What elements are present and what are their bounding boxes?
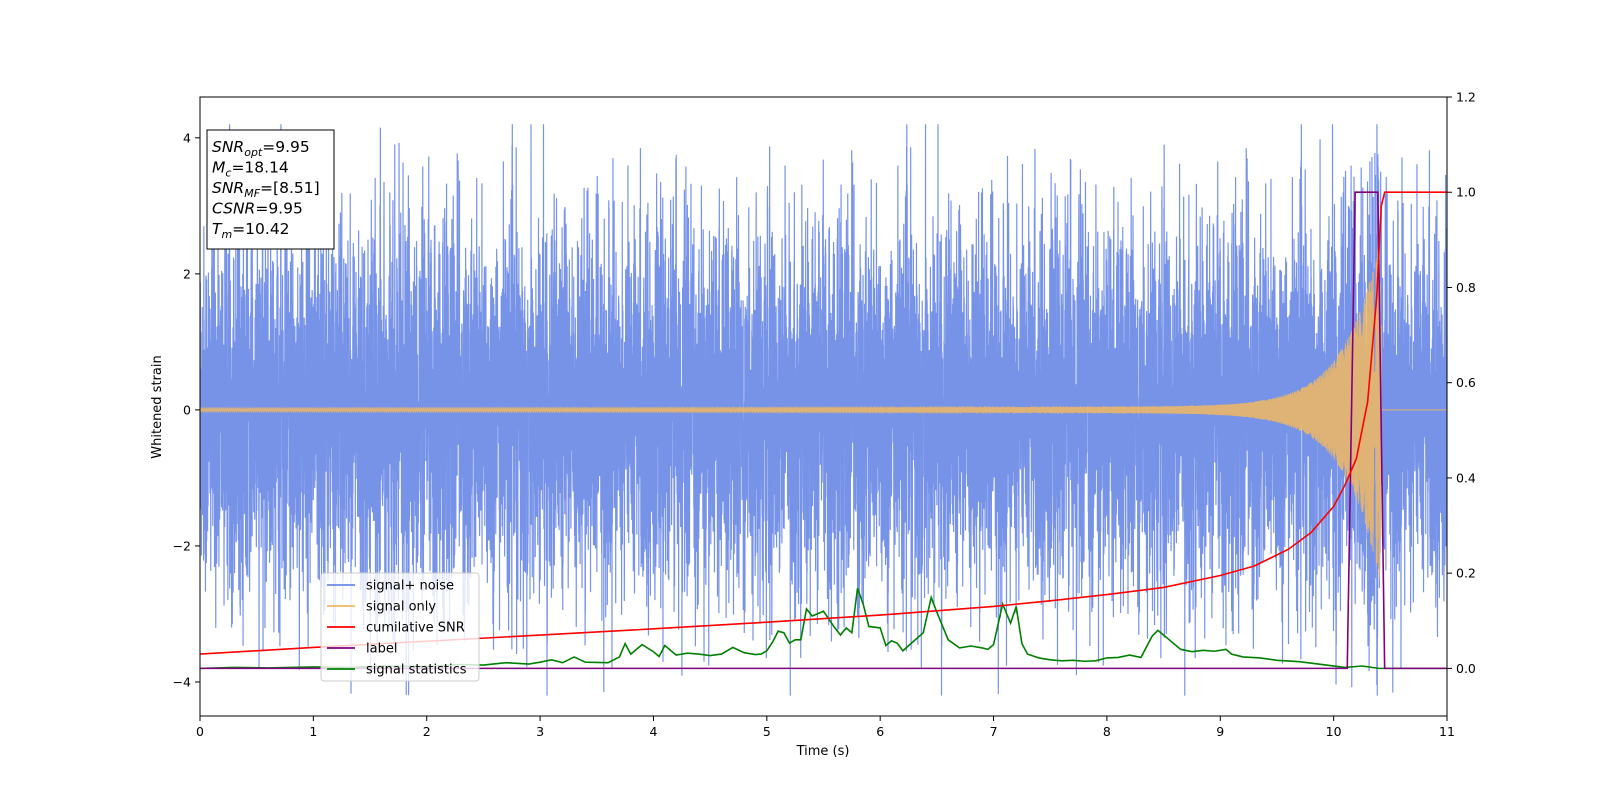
y-tick-label: −2 [173, 538, 191, 553]
plot-area [200, 124, 1447, 696]
series-cumilative-snr [200, 191, 1447, 655]
y-axis-right: 0.0 0.2 0.4 0.6 0.8 1.0 1.2 [1447, 90, 1476, 676]
x-tick-label: 2 [423, 724, 431, 739]
series-signal-statistics [200, 588, 1447, 670]
y-tick-label: 2 [183, 266, 191, 281]
info-line: Tm=10.42 [212, 220, 290, 241]
legend-frame [320, 572, 480, 682]
info-box: SNRopt=9.95Mc=18.14SNRMF=[8.51]CSNR=9.95… [206, 129, 335, 250]
series-signal-plus-noise [200, 124, 1447, 696]
info-line: SNRopt=9.95 [212, 138, 310, 159]
y2-tick-label: 0.4 [1456, 470, 1476, 485]
legend-label: signal only [366, 600, 436, 615]
y-tick-label: 0 [183, 402, 191, 417]
legend: signal+ noise signal only cumilative SNR la… [320, 572, 480, 682]
y2-tick-label: 0.6 [1456, 375, 1476, 390]
y2-tick-label: 1.0 [1456, 185, 1476, 200]
legend-label: signal statistics [366, 663, 467, 678]
y-axis-label: Whitened strain [150, 355, 165, 458]
info-line: Mc=18.14 [212, 159, 289, 180]
y2-tick-label: 0.8 [1456, 280, 1476, 295]
series-label [200, 191, 1447, 670]
info-line: CSNR=9.95 [212, 200, 303, 218]
y-tick-label: 4 [183, 130, 191, 145]
x-tick-label: 0 [196, 724, 204, 739]
x-tick-label: 10 [1326, 724, 1342, 739]
y2-tick-label: 1.2 [1456, 90, 1476, 105]
x-tick-label: 4 [649, 724, 657, 739]
x-axis-label: Time (s) [796, 744, 850, 759]
x-tick-label: 5 [763, 724, 771, 739]
x-tick-label: 7 [990, 724, 998, 739]
x-tick-label: 6 [876, 724, 884, 739]
x-tick-label: 11 [1439, 724, 1455, 739]
y2-tick-label: 0.2 [1456, 566, 1476, 581]
x-tick-label: 8 [1103, 724, 1111, 739]
info-box-frame [206, 129, 335, 250]
x-tick-label: 1 [309, 724, 317, 739]
axes-frame [199, 96, 1448, 717]
y-axis-left: −4 −2 0 2 4 [173, 130, 200, 689]
info-line: SNRMF=[8.51] [212, 179, 320, 200]
x-tick-label: 9 [1216, 724, 1224, 739]
legend-label: signal+ noise [366, 579, 454, 594]
series-signal-only [200, 241, 1447, 579]
y-tick-label: −4 [173, 674, 191, 689]
legend-label: cumilative SNR [366, 621, 465, 636]
y2-tick-label: 0.0 [1456, 661, 1476, 676]
legend-label: label [366, 642, 397, 657]
x-tick-label: 3 [536, 724, 544, 739]
x-axis: 0 1 2 3 4 5 6 7 8 9 10 11 [196, 716, 1455, 739]
